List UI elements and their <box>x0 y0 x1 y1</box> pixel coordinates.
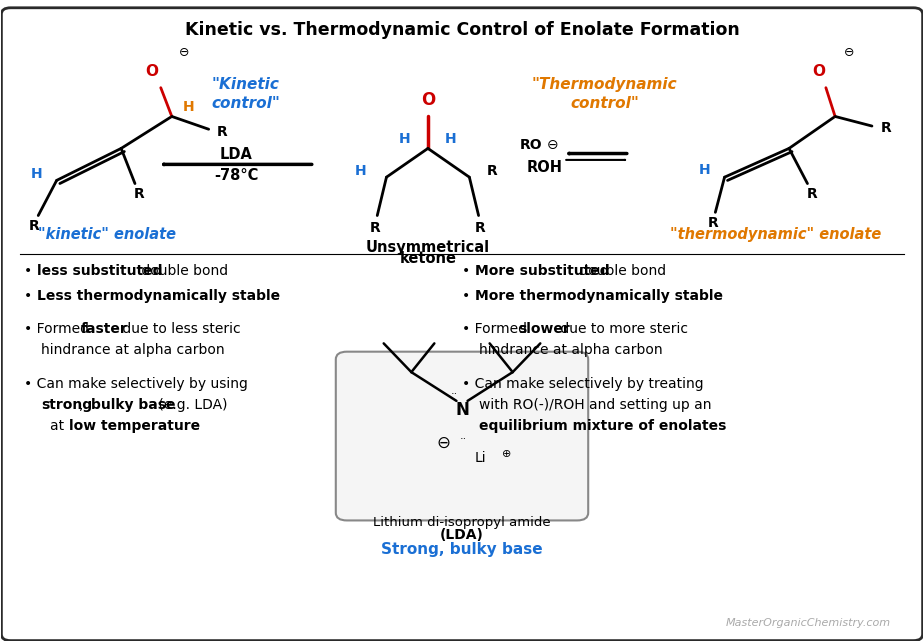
Text: less substituted: less substituted <box>37 264 163 278</box>
Text: •: • <box>24 264 37 278</box>
Text: •: • <box>24 289 37 303</box>
Text: O: O <box>420 91 435 110</box>
Text: H: H <box>445 132 456 146</box>
Text: low temperature: low temperature <box>69 419 201 433</box>
Text: Kinetic vs. Thermodynamic Control of Enolate Formation: Kinetic vs. Thermodynamic Control of Eno… <box>185 21 739 39</box>
Text: "kinetic" enolate: "kinetic" enolate <box>38 227 176 242</box>
Text: ,: , <box>79 398 88 412</box>
Text: • Can make selectively by using: • Can make selectively by using <box>24 377 249 390</box>
Text: at: at <box>50 419 68 433</box>
Text: O: O <box>145 64 158 79</box>
Text: double bond: double bond <box>137 264 228 278</box>
Text: More substituted: More substituted <box>475 264 609 278</box>
Text: R: R <box>370 221 381 236</box>
Text: H: H <box>399 132 410 146</box>
Text: • Can make selectively by treating: • Can make selectively by treating <box>462 377 703 390</box>
Text: ··: ·· <box>460 434 468 444</box>
Text: R: R <box>29 220 39 234</box>
Text: Lithium di-isopropyl amide: Lithium di-isopropyl amide <box>373 516 551 529</box>
Text: bulky base: bulky base <box>91 398 176 412</box>
Text: ROH: ROH <box>527 160 563 175</box>
Text: R: R <box>134 187 145 202</box>
Text: •: • <box>462 264 475 278</box>
Text: ⊖: ⊖ <box>437 433 451 451</box>
Text: (e.g. LDA): (e.g. LDA) <box>153 398 227 412</box>
Text: slower: slower <box>518 322 570 336</box>
Text: faster: faster <box>80 322 128 336</box>
Text: (LDA): (LDA) <box>440 528 484 542</box>
Text: More thermodynamically stable: More thermodynamically stable <box>475 289 723 303</box>
Text: Strong, bulky base: Strong, bulky base <box>382 542 542 557</box>
Text: R: R <box>708 216 719 230</box>
Text: R: R <box>487 164 498 178</box>
Text: ⊕: ⊕ <box>502 449 511 459</box>
Text: ⊖: ⊖ <box>844 46 854 59</box>
Text: •: • <box>462 289 475 303</box>
Text: H: H <box>355 164 367 178</box>
Text: Li: Li <box>475 451 486 465</box>
Text: hindrance at alpha carbon: hindrance at alpha carbon <box>479 343 663 358</box>
Text: "Thermodynamic
control": "Thermodynamic control" <box>532 77 677 111</box>
Text: equilibrium mixture of enolates: equilibrium mixture of enolates <box>479 419 726 433</box>
Text: -78°C: -78°C <box>214 168 259 183</box>
Text: ⊖: ⊖ <box>547 138 558 152</box>
Text: H: H <box>699 162 710 177</box>
Text: ketone: ketone <box>399 252 456 266</box>
Text: "thermodynamic" enolate: "thermodynamic" enolate <box>670 227 881 242</box>
Text: double bond: double bond <box>575 264 666 278</box>
Text: R: R <box>475 221 486 236</box>
Text: ··: ·· <box>451 390 458 399</box>
Text: due to more steric: due to more steric <box>556 322 688 336</box>
Text: R: R <box>881 121 891 135</box>
Text: hindrance at alpha carbon: hindrance at alpha carbon <box>41 343 225 358</box>
Text: R: R <box>217 125 228 139</box>
Text: strong: strong <box>41 398 92 412</box>
FancyBboxPatch shape <box>335 352 589 521</box>
Text: RO: RO <box>519 138 542 152</box>
Text: O: O <box>812 64 825 79</box>
Text: N: N <box>455 401 469 419</box>
Text: • Formed: • Formed <box>24 322 94 336</box>
Text: • Formed: • Formed <box>462 322 531 336</box>
FancyBboxPatch shape <box>2 8 922 641</box>
Text: "Kinetic
control": "Kinetic control" <box>211 77 280 111</box>
Text: Less thermodynamically stable: Less thermodynamically stable <box>37 289 280 303</box>
Text: R: R <box>807 187 818 202</box>
Text: with RO(-)/ROH and setting up an: with RO(-)/ROH and setting up an <box>479 398 711 412</box>
Text: Unsymmetrical: Unsymmetrical <box>366 240 490 255</box>
Text: due to less steric: due to less steric <box>118 322 241 336</box>
Text: ⊖: ⊖ <box>178 46 189 59</box>
Text: MasterOrganicChemistry.com: MasterOrganicChemistry.com <box>725 618 891 628</box>
Text: H: H <box>183 100 194 114</box>
Text: LDA: LDA <box>220 147 253 162</box>
Text: H: H <box>30 167 43 181</box>
